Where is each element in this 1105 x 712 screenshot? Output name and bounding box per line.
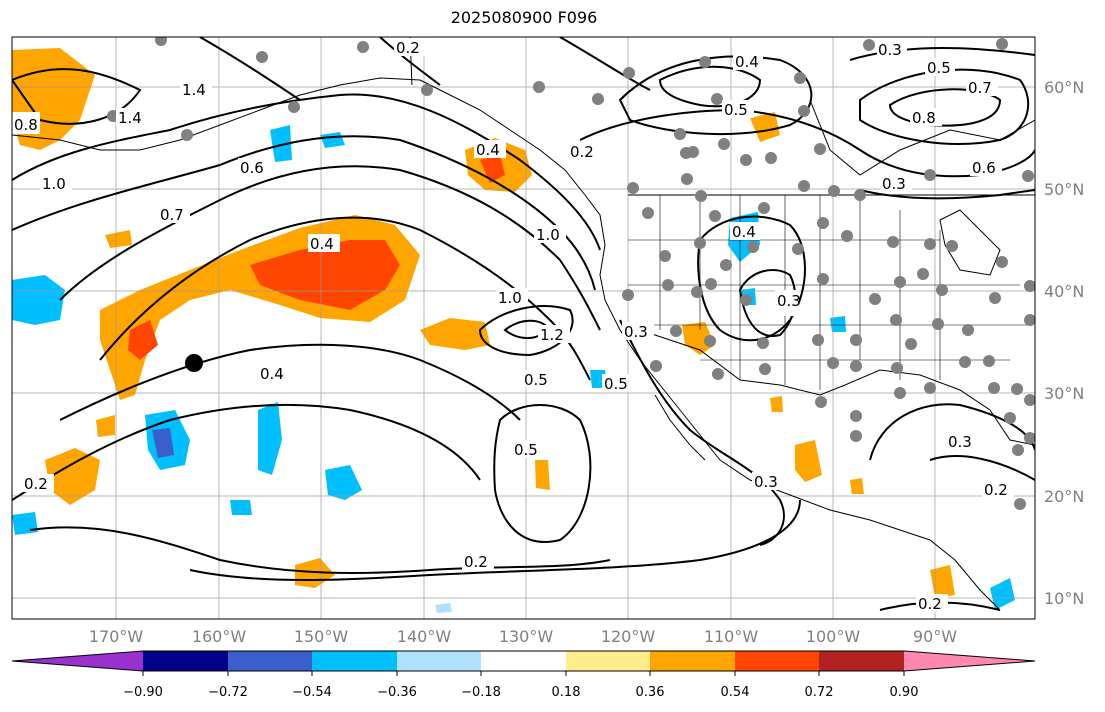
station-markers [107, 37, 1035, 510]
colorbar-segment [481, 651, 566, 671]
lat-label: 50°N [1044, 180, 1084, 199]
contour-label: 0.8 [912, 109, 936, 127]
lon-label: 170°W [89, 627, 144, 646]
contour-label: 0.6 [972, 159, 996, 177]
contour-label: 0.7 [968, 79, 992, 97]
colorbar-tick: 0.72 [805, 685, 834, 700]
lat-label: 60°N [1044, 78, 1084, 97]
lon-label: 140°W [397, 627, 452, 646]
contour-label: 0.8 [14, 116, 38, 134]
contour-label: 0.5 [604, 375, 628, 393]
lon-label: 150°W [294, 627, 349, 646]
contour-label: 0.3 [777, 292, 801, 310]
colorbar-tick: 0.54 [721, 685, 750, 700]
map-title: 2025080900 F096 [450, 8, 598, 27]
colorbar-segment [735, 651, 819, 671]
lat-label: 40°N [1044, 282, 1084, 301]
contour-label: 1.2 [540, 326, 564, 344]
map-area [12, 37, 1035, 619]
contour-label: 0.2 [984, 481, 1008, 499]
contour-label: 0.4 [310, 235, 334, 253]
lat-label: 20°N [1044, 487, 1084, 506]
colorbar-tick: 0.90 [890, 685, 919, 700]
lon-label: 100°W [806, 627, 861, 646]
colorbar-segment [819, 651, 904, 671]
contour-label-group: 0.2 0.3 0.5 0.4 0.8 1.4 1.0 0.6 0.7 0.4 … [12, 38, 1014, 613]
contour-label: 0.3 [878, 41, 902, 59]
latitude-axis: 60°N 50°N 40°N 30°N 20°N 10°N [1044, 78, 1084, 608]
contour-label: 0.5 [724, 101, 748, 119]
contour-label: 0.4 [735, 53, 759, 71]
contour-label: 0.4 [260, 365, 284, 383]
colorbar-tick: −0.90 [123, 685, 163, 700]
colorbar-tick: −0.36 [377, 685, 417, 700]
contour-label: 0.3 [882, 175, 906, 193]
contour-label: 0.6 [240, 159, 264, 177]
colorbar: −0.90 −0.72 −0.54 −0.36 −0.18 0.18 0.36 … [11, 650, 1036, 700]
colorbar-tick: −0.72 [208, 685, 248, 700]
lon-label: 160°W [192, 627, 247, 646]
contour-label: 0.2 [24, 475, 48, 493]
map-frame [11, 36, 1036, 620]
contour-label: 0.7 [160, 206, 184, 224]
contour-label: 0.4 [476, 141, 500, 159]
contour-label: 1.0 [536, 226, 560, 244]
colorbar-segment [650, 651, 735, 671]
contour-label: 0.3 [754, 473, 778, 491]
contour-label: 0.2 [396, 39, 420, 57]
contour-label: 0.2 [570, 143, 594, 161]
colorbar-tick: −0.54 [292, 685, 332, 700]
contour-label: 1.0 [498, 289, 522, 307]
colorbar-extend-high [904, 651, 1035, 671]
lat-label: 30°N [1044, 384, 1084, 403]
colorbar-tick: 0.18 [552, 685, 581, 700]
black-dot-marker [185, 354, 203, 372]
colorbar-tick: 0.36 [636, 685, 665, 700]
contour-label: 0.2 [464, 553, 488, 571]
contour-label: 0.5 [514, 441, 538, 459]
colorbar-segment [312, 651, 397, 671]
contour-label: 0.3 [624, 323, 648, 341]
colorbar-segment [228, 651, 312, 671]
contour-label: 1.4 [182, 81, 206, 99]
contour-label: 0.3 [948, 433, 972, 451]
contour-label: 0.5 [524, 371, 548, 389]
lon-label: 110°W [704, 627, 759, 646]
contour-label: 0.5 [927, 59, 951, 77]
lon-label: 130°W [499, 627, 554, 646]
contour-label: 1.0 [42, 175, 66, 193]
longitude-axis: 170°W 160°W 150°W 140°W 130°W 120°W 110°… [89, 627, 957, 646]
colorbar-segment [566, 651, 650, 671]
lon-label: 90°W [913, 627, 957, 646]
lat-label: 10°N [1044, 589, 1084, 608]
colorbar-segment [397, 651, 481, 671]
contour-label: 1.4 [118, 109, 142, 127]
colorbar-tick: −0.18 [461, 685, 501, 700]
lon-label: 120°W [601, 627, 656, 646]
colorbar-segment [143, 651, 228, 671]
contour-label: 0.2 [918, 595, 942, 613]
contour-label: 0.4 [732, 223, 756, 241]
colorbar-extend-low [12, 651, 143, 671]
